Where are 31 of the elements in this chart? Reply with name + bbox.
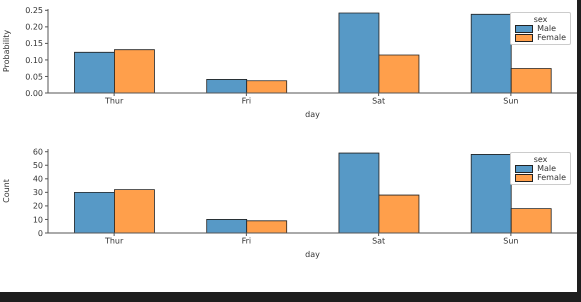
x-tick-label: Sat xyxy=(372,236,386,246)
x-tick-label: Sun xyxy=(503,96,518,106)
y-tick-label: 0.05 xyxy=(25,72,43,82)
x-tick-label: Fri xyxy=(242,96,252,106)
legend-title: sex xyxy=(532,15,548,24)
y-axis-title: Count xyxy=(2,179,11,203)
y-tick-label: 0.15 xyxy=(25,39,43,48)
y-tick-label: 0.20 xyxy=(25,22,43,32)
y-tick-label: 0 xyxy=(38,228,43,238)
y-tick-label: 40 xyxy=(32,174,43,184)
y-tick-label: 0.25 xyxy=(25,6,43,16)
x-tick-label: Sat xyxy=(372,96,386,106)
x-tick-label: Thur xyxy=(104,236,124,246)
y-axis-title: Probability xyxy=(2,30,11,72)
legend-title: sex xyxy=(532,155,548,164)
x-axis-title: day xyxy=(305,250,320,259)
x-tick-label: Fri xyxy=(242,236,252,246)
legend-label: Male xyxy=(537,24,556,33)
legend-label: Male xyxy=(537,164,556,173)
legend-label: Female xyxy=(537,173,566,182)
y-tick-label: 60 xyxy=(32,148,43,157)
y-tick-label: 20 xyxy=(32,202,43,211)
x-tick-label: Sun xyxy=(503,236,518,246)
y-tick-label: 0.10 xyxy=(25,56,43,65)
y-tick-label: 10 xyxy=(32,215,43,224)
y-tick-label: 30 xyxy=(32,188,43,198)
y-tick-label: 0.00 xyxy=(25,88,43,98)
legend-label: Female xyxy=(537,33,566,42)
y-tick-label: 50 xyxy=(32,161,43,170)
x-axis-title: day xyxy=(305,110,320,119)
x-tick-label: Thur xyxy=(104,96,124,106)
